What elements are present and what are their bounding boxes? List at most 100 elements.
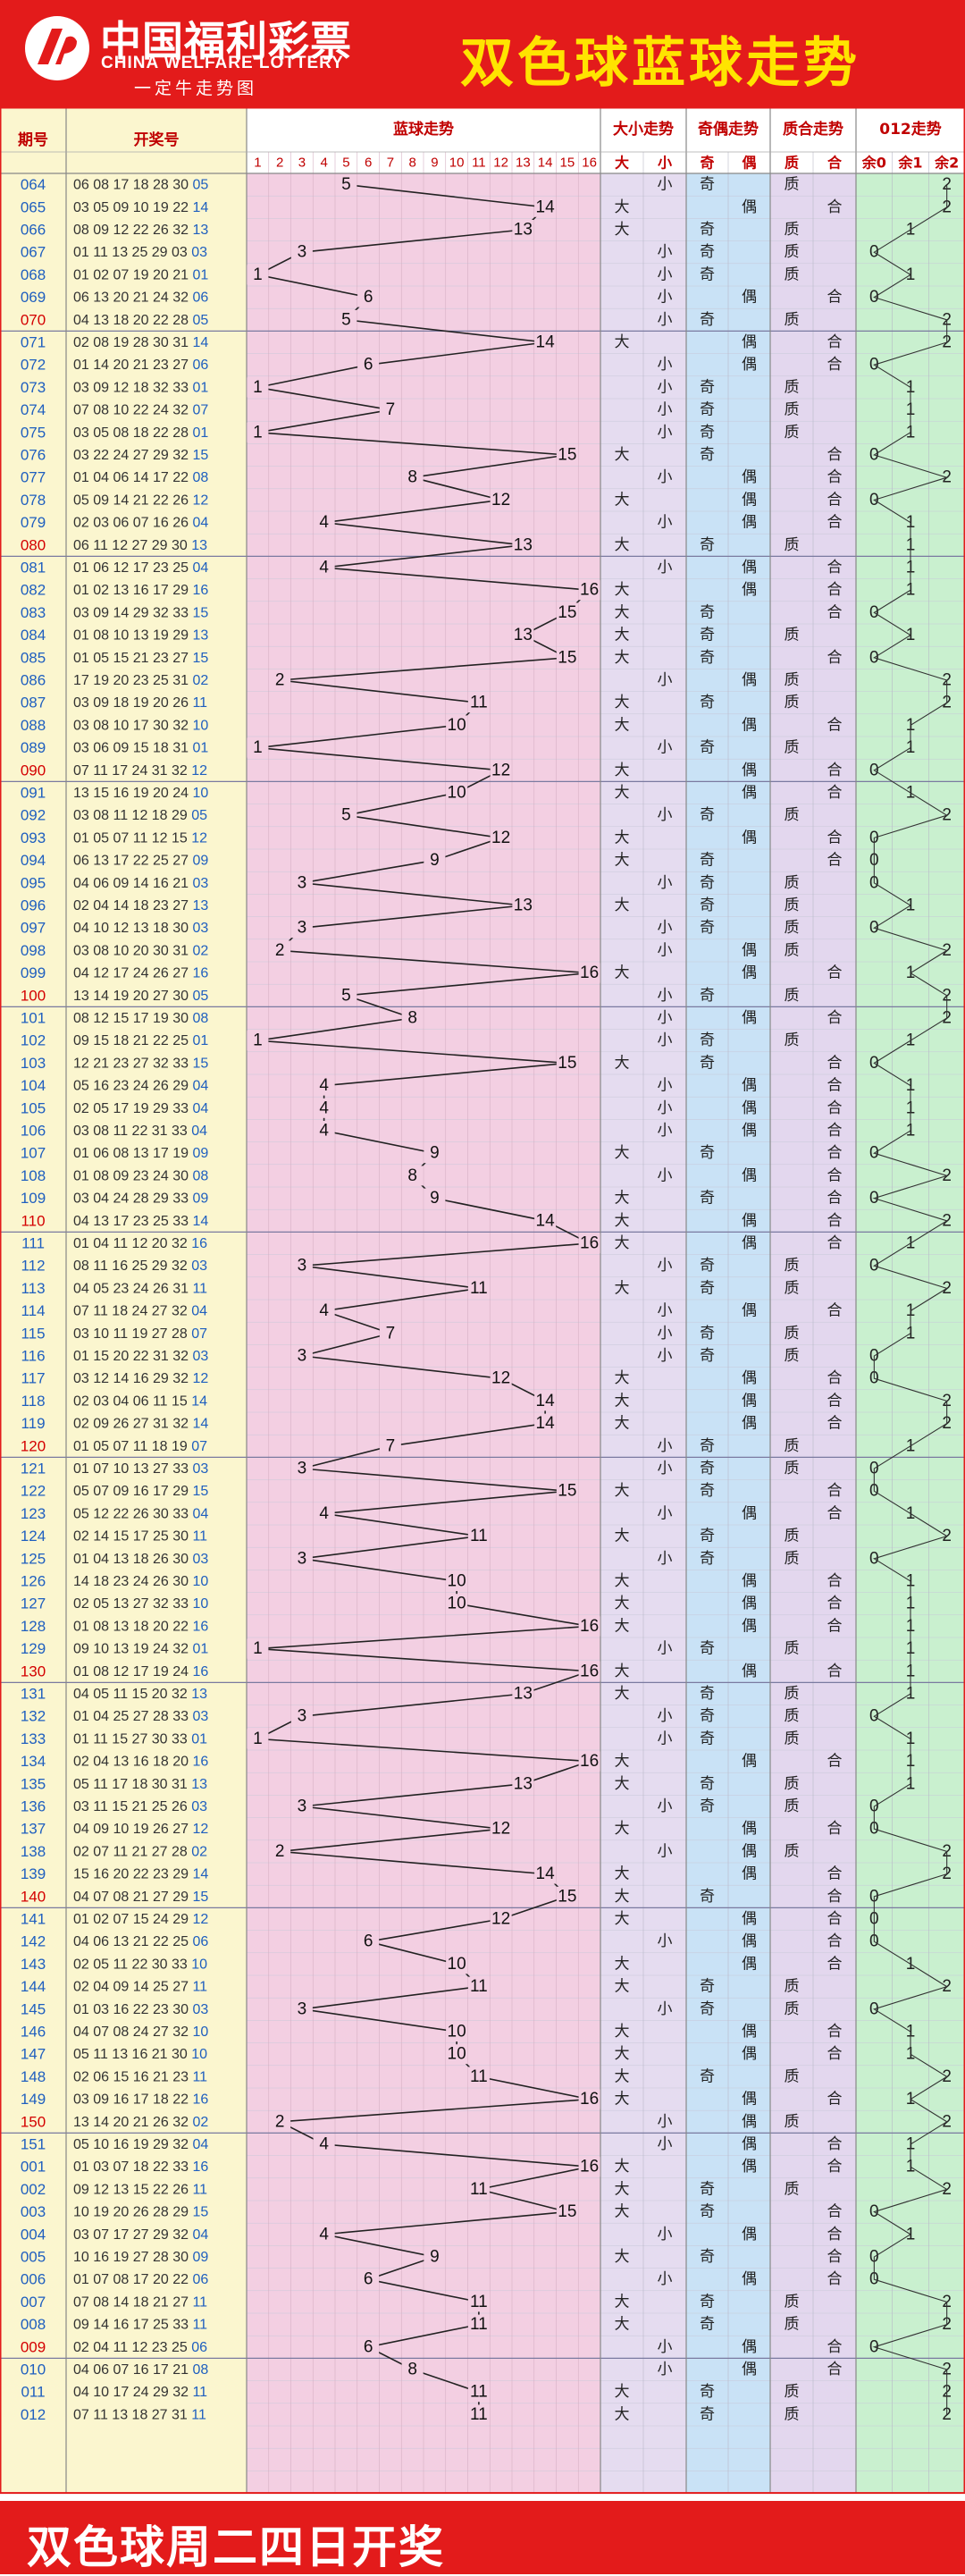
size-mark: 小 [658,1099,673,1117]
blue-ball-marker-bg [401,1166,424,1186]
size-mark: 大 [615,1865,630,1883]
issue-number: 120 [21,1437,46,1454]
header-mod3-2: 余2 [934,155,959,172]
blue-ball-point: 12 [491,761,510,779]
parity-mark: 奇 [700,874,715,892]
size-mark: 大 [615,2045,630,2063]
prime-mark: 质 [785,2113,800,2131]
size-mark: 大 [615,1910,630,1928]
draw-numbers: 04 05 23 24 26 31 11 [73,1281,207,1296]
parity-mark: 偶 [742,198,757,216]
size-mark: 小 [658,1797,673,1815]
parity-mark: 奇 [700,2248,715,2266]
mod3-trend-line [872,184,949,2415]
parity-mark: 偶 [742,1099,757,1117]
issue-number: 005 [21,2249,46,2266]
size-mark: 大 [615,2091,630,2109]
blue-ball-point: 4 [319,559,329,577]
parity-mark: 偶 [742,1617,757,1635]
blue-ball-point: 1 [253,378,263,397]
blue-ball-marker-bg [534,1391,557,1411]
parity-mark: 偶 [742,1369,757,1387]
blue-ball-point: 15 [558,1054,576,1073]
issue-number: 119 [21,1415,45,1432]
issue-number: 139 [21,1865,46,1882]
size-mark: 大 [615,1415,630,1433]
issue-number: 065 [21,198,46,215]
parity-mark: 奇 [700,2405,715,2423]
issue-number: 105 [21,1099,46,1116]
issue-number: 007 [21,2294,46,2311]
parity-mark: 偶 [742,2045,757,2063]
header-ball-number: 11 [472,156,486,171]
blue-ball-marker-bg [290,872,313,893]
issue-number: 107 [21,1145,46,1162]
blue-ball-marker-bg [379,1435,401,1456]
size-mark: 小 [658,1257,673,1275]
blue-ball-point: 3 [298,243,307,262]
issue-number: 106 [21,1123,46,1140]
parity-mark: 偶 [742,829,757,846]
draw-numbers: 05 10 16 19 29 32 04 [73,2137,208,2152]
parity-mark: 奇 [700,1482,715,1500]
draw-numbers: 02 09 26 27 31 32 14 [73,1416,208,1431]
prime-mark: 合 [827,1392,843,1410]
draw-numbers: 01 03 16 22 23 30 03 [73,2001,208,2016]
parity-mark: 奇 [700,919,715,937]
header-ball-number: 1 [254,156,261,171]
blue-ball-point: 7 [386,1436,396,1455]
parity-mark: 偶 [742,1122,757,1140]
trend-chart: 期号 开奖号 蓝球走势 大小走势 奇偶走势 质合走势 012走势 1 2 3 4 5 6 7 8 9 10 11 1… [0,107,965,2501]
draw-numbers: 03 09 16 17 18 22 16 [73,2092,208,2107]
prime-mark: 质 [785,265,800,283]
draw-numbers: 06 11 12 27 29 30 13 [73,537,207,552]
parity-mark: 奇 [700,1325,715,1343]
parity-mark: 奇 [700,1775,715,1793]
prime-mark: 合 [827,1166,843,1184]
blue-ball-marker-bg [290,918,313,939]
issue-number: 132 [21,1708,46,1725]
draw-numbers: 05 11 13 16 21 30 10 [73,2047,207,2062]
parity-mark: 偶 [742,1166,757,1184]
prime-mark: 质 [785,2000,800,2018]
draw-numbers: 04 06 07 16 17 21 08 [73,2362,208,2378]
prime-mark: 合 [827,1099,843,1117]
prime-mark: 合 [827,356,843,374]
prime-mark: 合 [827,198,843,216]
issue-number: 067 [21,244,46,261]
size-mark: 小 [658,1122,673,1140]
issue-number: 012 [21,2406,46,2423]
draw-numbers: 05 07 09 16 17 29 15 [73,1484,208,1499]
issue-number: 123 [21,1505,46,1522]
issue-number: 064 [21,176,46,193]
blue-ball-marker-bg [424,1188,446,1208]
prime-mark: 质 [785,311,800,329]
draw-numbers: 04 12 17 24 26 27 16 [73,965,208,981]
blue-ball-marker-bg [556,1886,578,1907]
size-mark: 小 [658,2270,673,2288]
blue-ball-marker-bg [290,1256,313,1276]
blue-ball-point: 10 [448,1955,466,1974]
prime-mark: 质 [785,2405,800,2423]
prime-mark: 质 [785,1325,800,1343]
prime-mark: 合 [827,1663,843,1680]
blue-ball-marker-bg [313,2134,335,2154]
prime-mark: 合 [827,289,843,307]
draw-numbers: 04 07 08 21 27 29 15 [73,1889,208,1904]
blue-ball-marker-bg [446,783,468,803]
parity-mark: 奇 [700,1437,715,1455]
issue-number: 094 [21,852,46,869]
blue-ball-marker-bg [578,1616,600,1637]
prime-mark: 合 [827,559,843,577]
blue-ball-marker-bg [467,2404,490,2425]
blue-ball-point: 14 [536,1392,556,1410]
draw-numbers: 08 12 15 17 19 30 08 [73,1011,208,1026]
blue-ball-point: 11 [470,2293,488,2311]
header-issue: 期号 [18,131,48,149]
blue-ball-point: 3 [298,1797,307,1816]
issue-number: 082 [21,582,46,599]
parity-mark: 奇 [700,424,715,442]
parity-mark: 奇 [700,1888,715,1906]
parity-mark: 偶 [742,2113,757,2131]
issue-number: 092 [21,807,46,824]
